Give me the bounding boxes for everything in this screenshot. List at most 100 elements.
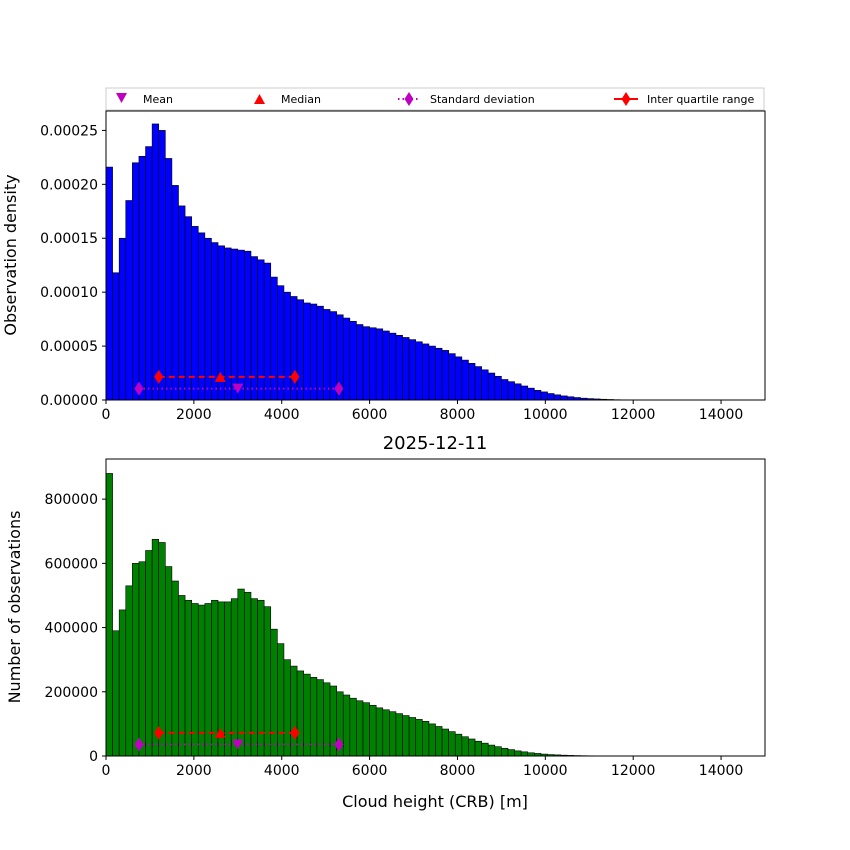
bottom-stat-markers [134,725,344,752]
bottom-chart-title: 2025-12-11 [383,433,488,454]
histogram-bar [290,296,298,401]
histogram-bar [494,746,502,757]
histogram-bar [283,659,291,757]
histogram-bar [132,563,140,757]
histogram-bar [316,305,324,401]
histogram-bar [382,709,390,757]
x-tick-label: 8000 [440,407,476,423]
top-axes-frame [105,110,766,401]
histogram-bar [362,702,370,757]
x-tick-label: 0 [102,407,111,423]
histogram-bar [448,353,456,401]
histogram-bar [474,740,482,757]
histogram-bar [389,332,397,401]
std-marker-icon [404,92,414,106]
histogram-bar [494,375,502,401]
legend-entry-median: Median [254,93,321,106]
y-tick-label: 0.00005 [40,339,98,355]
histogram-bar [408,717,417,757]
histogram-bar [468,738,476,757]
histogram-bar [448,731,456,757]
histogram-bar [296,299,304,401]
histogram-bar [461,736,469,757]
histogram-bar [514,750,522,757]
histogram-bar [428,345,436,401]
histogram-bar [454,356,463,401]
histogram-bar [560,395,568,401]
bottom-y-ticks: 0 200000 400000 600000 800000 [45,492,106,765]
histogram-bar [435,347,443,401]
histogram-bar [481,369,489,401]
bottom-bars [105,473,660,757]
median-marker [214,371,226,382]
iqr-q3-marker [290,369,300,384]
histogram-bar [540,391,548,401]
histogram-bar [151,538,160,757]
histogram-bar [132,162,140,401]
histogram-bar [244,591,252,757]
histogram-bar [520,385,529,401]
y-tick-label: 600000 [45,556,98,572]
x-tick-label: 2000 [176,407,212,423]
std-low-marker [134,737,144,752]
histogram-bar [270,628,278,757]
histogram-bar [191,226,199,401]
histogram-bar [461,359,469,401]
x-tick-label: 10000 [523,763,568,779]
x-tick-label: 6000 [352,763,388,779]
histogram-bar [389,711,397,757]
histogram-bar [474,366,482,401]
histogram-bar [527,387,535,401]
legend-entry-std: Standard deviation [398,92,535,106]
histogram-bar [165,566,173,757]
histogram-bar [369,327,377,401]
histogram-bar [395,334,403,401]
top-stat-markers [134,369,344,396]
legend-std-label: Standard deviation [430,93,535,106]
histogram-bar [356,700,364,757]
histogram-bar [277,643,285,757]
histogram-bar [547,393,555,401]
histogram-bar [382,330,390,401]
x-tick-label: 14000 [699,763,744,779]
histogram-bar [553,394,562,401]
y-tick-label: 0.00020 [40,177,98,193]
histogram-bar [151,123,160,401]
histogram-bar [349,320,357,401]
histogram-bar [487,744,496,757]
iqr-q1-marker [154,369,164,384]
histogram-bar [158,542,166,757]
histogram-bar [277,285,285,401]
histogram-bar [257,259,265,401]
histogram-bar [145,550,153,757]
top-bars [105,123,660,401]
histogram-bar [507,381,515,401]
histogram-bar [422,343,430,401]
histogram-bar [514,383,522,401]
histogram-bar [501,379,509,401]
histogram-bar [375,707,384,757]
histogram-bar [263,262,272,401]
histogram-bar [171,185,179,401]
histogram-bar [197,232,206,401]
y-tick-label: 200000 [45,685,98,701]
histogram-bar [125,585,133,757]
legend-mean-label: Mean [143,93,173,106]
histogram-bar [309,303,318,401]
histogram-bar [296,670,304,757]
histogram-bar [507,749,515,757]
median-marker [214,727,226,738]
legend-frame [105,87,765,111]
histogram-bar [375,328,384,401]
x-tick-label: 6000 [352,407,388,423]
histogram-bar [428,723,436,757]
std-high-marker [334,381,344,396]
x-tick-label: 8000 [440,763,476,779]
x-tick-label: 4000 [264,407,300,423]
histogram-bar [138,155,146,401]
x-tick-label: 12000 [611,763,656,779]
histogram-bar [342,317,351,401]
legend: Mean Median Standard deviation Inter qua… [105,87,765,111]
y-tick-label: 0 [89,749,98,765]
top-panel: 0 2000 4000 6000 8000 10000 12000 14000 0.00000… [1,110,766,423]
